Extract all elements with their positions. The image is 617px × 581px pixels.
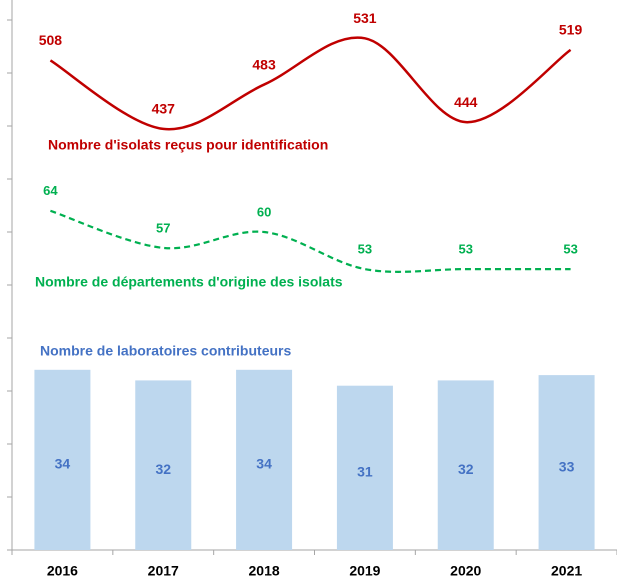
data-label: 53 [563,242,577,257]
data-label: 483 [252,56,276,72]
bar [135,380,192,550]
data-label: 34 [256,456,272,472]
bar [336,385,393,550]
data-label: 34 [55,456,71,472]
data-label: 437 [152,101,176,117]
series-label: Nombre de départements d'origine des iso… [35,274,343,290]
data-label: 32 [155,461,171,477]
series-label: Nombre d'isolats reçus pour identificati… [48,137,328,153]
x-tick-label: 2016 [47,563,78,579]
data-label: 444 [454,94,478,110]
data-label: 531 [353,10,377,26]
x-tick-label: 2019 [349,563,380,579]
bar [34,369,91,550]
x-tick-label: 2020 [450,563,481,579]
x-tick-label: 2021 [551,563,582,579]
data-label: 508 [39,32,63,48]
data-label: 32 [458,461,474,477]
data-label: 64 [43,183,58,198]
series-label: Nombre de laboratoires contributeurs [40,343,291,359]
data-label: 31 [357,464,373,480]
x-tick-label: 2018 [249,563,280,579]
bar [437,380,494,550]
line [49,36,572,131]
line [50,209,571,273]
data-label: 57 [156,220,170,235]
data-label: 519 [559,22,583,38]
data-label: 60 [257,204,271,219]
data-label: 33 [559,458,575,474]
x-tick-label: 2017 [148,563,179,579]
data-label: 53 [358,242,372,257]
bar [236,369,293,550]
data-label: 53 [459,242,473,257]
bar [538,375,595,550]
